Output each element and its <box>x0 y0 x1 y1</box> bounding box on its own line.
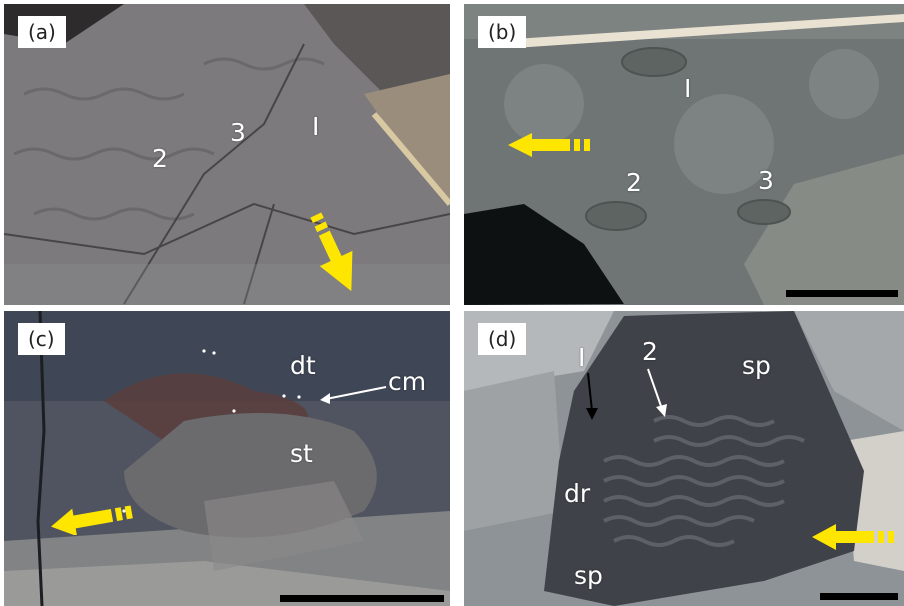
photo-rock-with-footprints-b <box>464 4 904 305</box>
scale-bar <box>820 593 898 600</box>
annotation-st: st <box>290 439 313 468</box>
panel-a: (a) 2 3 I <box>4 4 450 305</box>
pointer-arrow-icon <box>647 368 667 417</box>
annotation-I: I <box>578 343 586 372</box>
panel-label: (d) <box>478 323 527 355</box>
yellow-dashed-arrow-icon <box>310 212 353 292</box>
annotation-dr: dr <box>564 479 591 508</box>
pointer-arrow-icon <box>320 386 387 404</box>
photo-dinosaur-track-c <box>4 311 450 606</box>
pointer-arrow-icon <box>586 372 598 420</box>
panel-label: (c) <box>18 323 65 355</box>
yellow-dashed-arrow-icon <box>508 133 590 157</box>
panel-c: (c) dt cm st <box>4 311 450 606</box>
photo-rippled-rock-surface-a <box>4 4 450 305</box>
yellow-dashed-arrow-icon <box>51 505 133 535</box>
annotation-2: 2 <box>626 168 642 197</box>
annotation-2: 2 <box>642 337 658 366</box>
annotation-I: I <box>312 112 320 141</box>
annotation-dt: dt <box>290 351 316 380</box>
photo-ripple-slab-d <box>464 311 904 606</box>
annotation-3: 3 <box>230 118 246 147</box>
panel-b: (b) I 2 3 <box>464 4 904 305</box>
scale-bar <box>786 290 898 297</box>
scale-bar <box>280 595 444 602</box>
annotation-3: 3 <box>758 166 774 195</box>
yellow-dashed-arrow-icon <box>812 524 894 550</box>
panel-d: (d) I 2 sp dr sp <box>464 311 904 606</box>
annotation-I: I <box>684 74 692 103</box>
annotation-sp-bottom: sp <box>574 561 603 590</box>
panel-label: (b) <box>478 16 527 48</box>
annotation-cm: cm <box>388 367 427 396</box>
annotation-2: 2 <box>152 144 168 173</box>
panel-label: (a) <box>18 16 66 48</box>
annotation-sp-top: sp <box>742 351 771 380</box>
